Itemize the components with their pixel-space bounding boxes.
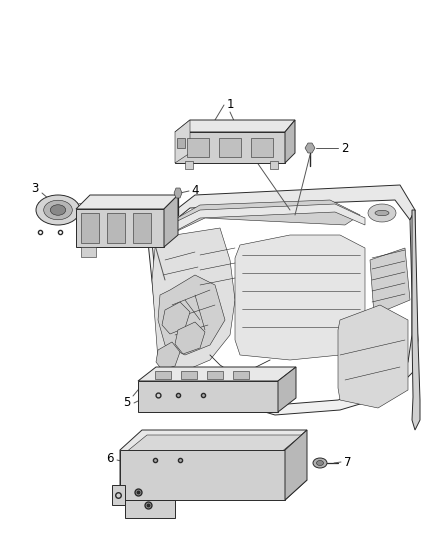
Polygon shape — [175, 120, 190, 163]
Polygon shape — [125, 435, 302, 495]
Ellipse shape — [375, 211, 389, 216]
Text: 2: 2 — [341, 141, 349, 155]
Polygon shape — [148, 185, 415, 242]
Polygon shape — [305, 143, 315, 153]
Polygon shape — [133, 213, 151, 243]
Ellipse shape — [368, 204, 396, 222]
Polygon shape — [156, 342, 180, 370]
Text: 3: 3 — [31, 182, 39, 195]
Ellipse shape — [313, 458, 327, 468]
Polygon shape — [285, 430, 307, 500]
Polygon shape — [162, 302, 190, 334]
Polygon shape — [120, 430, 307, 500]
Polygon shape — [338, 305, 408, 408]
Polygon shape — [155, 204, 365, 242]
Polygon shape — [187, 138, 209, 157]
Polygon shape — [185, 161, 193, 169]
Polygon shape — [175, 120, 295, 132]
Polygon shape — [152, 228, 235, 375]
Polygon shape — [76, 195, 178, 209]
Text: 1: 1 — [226, 99, 234, 111]
Polygon shape — [81, 213, 99, 243]
Polygon shape — [219, 138, 241, 157]
Text: 5: 5 — [124, 397, 131, 409]
Polygon shape — [164, 195, 178, 247]
Polygon shape — [120, 450, 285, 500]
Polygon shape — [174, 188, 182, 198]
Polygon shape — [251, 138, 273, 157]
Polygon shape — [138, 367, 296, 381]
Ellipse shape — [50, 205, 66, 215]
Text: 4: 4 — [191, 183, 199, 197]
Polygon shape — [165, 200, 360, 232]
Polygon shape — [181, 371, 197, 379]
Polygon shape — [177, 138, 185, 148]
Polygon shape — [370, 248, 410, 315]
Polygon shape — [278, 367, 296, 412]
Polygon shape — [235, 235, 365, 360]
Ellipse shape — [44, 200, 72, 220]
Polygon shape — [285, 120, 295, 163]
Polygon shape — [138, 381, 278, 412]
Polygon shape — [158, 275, 225, 355]
Polygon shape — [81, 247, 96, 257]
Polygon shape — [412, 210, 420, 430]
Ellipse shape — [36, 195, 80, 225]
Polygon shape — [125, 500, 175, 518]
Polygon shape — [207, 371, 223, 379]
Text: 7: 7 — [344, 456, 352, 469]
Polygon shape — [270, 161, 278, 169]
Polygon shape — [76, 209, 164, 247]
Polygon shape — [112, 485, 125, 505]
Polygon shape — [175, 132, 285, 163]
Polygon shape — [148, 210, 418, 415]
Polygon shape — [155, 371, 171, 379]
Polygon shape — [233, 371, 249, 379]
Polygon shape — [175, 322, 205, 354]
Polygon shape — [107, 213, 125, 243]
Text: 6: 6 — [106, 451, 114, 464]
Ellipse shape — [317, 461, 324, 465]
